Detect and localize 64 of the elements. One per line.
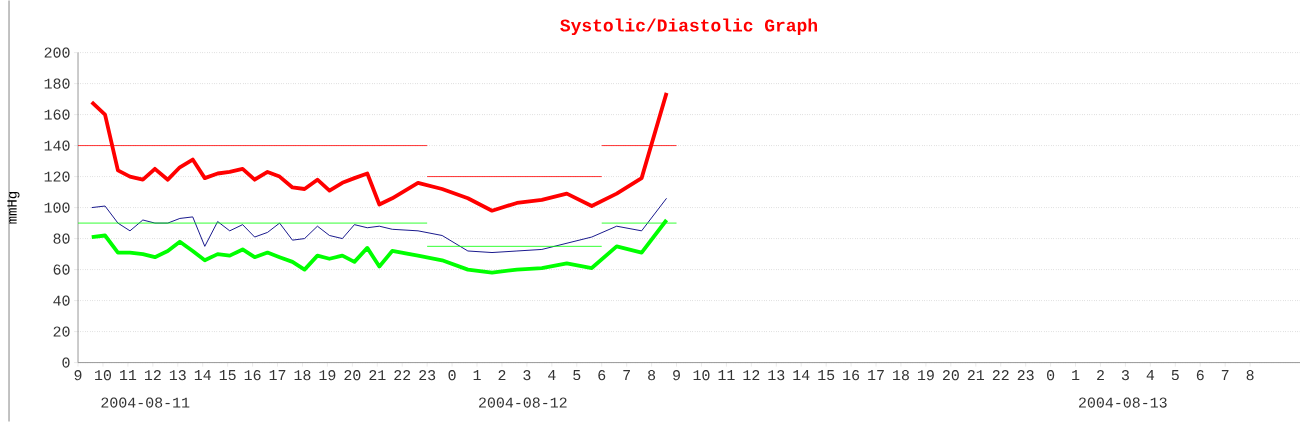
x-tick-label: 16 (244, 370, 261, 381)
x-tick-label: 6 (1196, 370, 1204, 381)
x-tick-label: 18 (893, 370, 909, 381)
y-tick-label: 40 (53, 295, 70, 306)
x-tick-label: 14 (793, 370, 810, 380)
x-tick-label: 8 (1246, 370, 1254, 381)
x-tick-label: 20 (344, 370, 361, 381)
y-tick-label: 100 (44, 202, 70, 213)
x-tick-label: 18 (294, 370, 311, 381)
x-tick-label: 22 (992, 370, 1009, 381)
y-tick-label: 20 (53, 326, 70, 337)
x-tick-label: 12 (743, 370, 760, 381)
x-tick-label: 3 (1121, 370, 1129, 381)
x-tick-label: 21 (967, 370, 985, 381)
y-tick-label: 140 (44, 140, 70, 151)
x-tick-label: 8 (648, 370, 656, 381)
x-tick-label: 17 (269, 370, 286, 380)
x-tick-label: 0 (448, 370, 456, 381)
x-tick-label: 2 (1097, 370, 1104, 381)
x-tick-label: 19 (319, 370, 336, 381)
y-tick-label: 200 (44, 47, 70, 58)
x-tick-label: 23 (419, 370, 436, 381)
x-tick-label: 0 (1047, 370, 1055, 381)
chart-title: Systolic/Diastolic Graph (560, 18, 817, 35)
x-tick-label: 13 (169, 370, 186, 381)
x-tick-label: 22 (394, 370, 411, 381)
text: 2004-08-11 (101, 397, 190, 408)
x-tick-label: 23 (1017, 370, 1034, 381)
x-tick-label: 16 (843, 370, 860, 381)
x-tick-label: 1 (473, 370, 481, 380)
x-tick-label: 6 (598, 370, 606, 381)
x-tick-label: 5 (1171, 370, 1179, 380)
x-tick-label: 3 (523, 370, 531, 381)
y-tick-label: 80 (53, 233, 70, 244)
x-tick-label: 12 (144, 370, 161, 381)
x-tick-label: 15 (219, 370, 236, 380)
x-tick-label: 4 (1146, 370, 1155, 380)
x-tick-label: 1 (1072, 370, 1080, 380)
x-tick-label: 4 (548, 370, 556, 380)
x-tick-label: 13 (768, 370, 785, 381)
y-tick-label: 120 (44, 171, 70, 182)
y-axis-title: mmHg (7, 191, 20, 224)
y-tick-label: 180 (44, 78, 70, 89)
y-tick-label: 60 (53, 264, 70, 275)
x-tick-label: 21 (369, 370, 386, 381)
x-tick-label: 9 (74, 370, 82, 381)
x-tick-label: 14 (194, 370, 211, 380)
x-tick-label: 2 (498, 370, 506, 381)
x-tick-label: 7 (623, 370, 630, 380)
x-tick-label: 9 (673, 370, 680, 381)
x-tick-label: 7 (1221, 370, 1229, 380)
x-tick-label: 15 (818, 370, 835, 380)
x-tick-label: 19 (918, 370, 934, 381)
text: 2004-08-13 (1079, 397, 1167, 408)
x-tick-label: 5 (573, 370, 581, 380)
x-tick-label: 20 (942, 370, 959, 381)
x-tick-label: 11 (718, 370, 735, 380)
y-tick-label: 160 (44, 109, 70, 120)
x-tick-label: 17 (868, 370, 884, 380)
text: 2004-08-12 (479, 397, 567, 408)
x-tick-label: 10 (95, 370, 111, 381)
x-tick-label: 11 (120, 370, 137, 380)
y-tick-label: 0 (62, 357, 70, 368)
x-tick-label: 10 (693, 370, 710, 381)
